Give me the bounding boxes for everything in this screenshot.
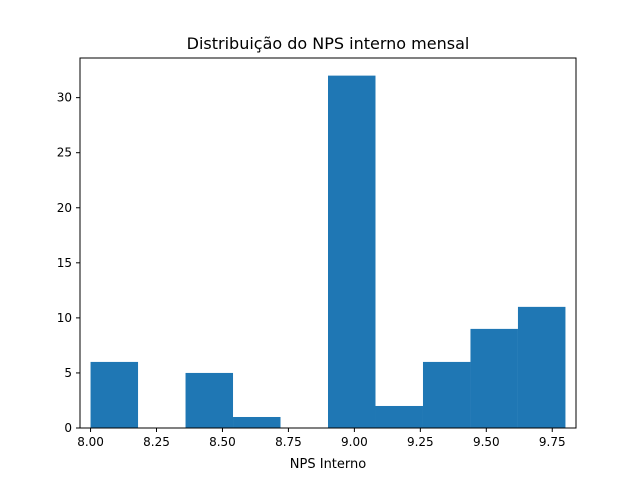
histogram-bar	[470, 328, 518, 428]
x-tick-label: 8.50	[209, 435, 236, 449]
y-tick-label: 20	[57, 201, 72, 215]
x-tick-label: 9.75	[539, 435, 566, 449]
histogram-bar	[185, 372, 234, 428]
histogram-bar	[328, 75, 376, 428]
x-tick-label: 9.00	[341, 435, 368, 449]
y-tick-label: 25	[57, 146, 72, 160]
y-tick-label: 30	[57, 91, 72, 105]
x-axis-label: NPS Interno	[290, 457, 366, 472]
x-tick-label: 9.50	[473, 435, 500, 449]
y-axis: 0 5 10 15 20 25 30	[57, 91, 80, 435]
y-tick-label: 5	[64, 366, 72, 380]
histogram-bar	[90, 361, 139, 428]
histogram-bar	[422, 361, 471, 428]
y-tick-label: 10	[57, 311, 72, 325]
x-tick-label: 9.25	[407, 435, 434, 449]
histogram-bar	[375, 405, 423, 428]
y-tick-label: 15	[57, 256, 72, 270]
x-axis: 8.00 8.25 8.50 8.75 9.00 9.25 9.50 9.75	[77, 428, 566, 449]
x-tick-label: 8.25	[143, 435, 170, 449]
x-tick-label: 8.75	[275, 435, 302, 449]
chart-title: Distribuição do NPS interno mensal	[187, 34, 470, 53]
y-tick-label: 0	[64, 421, 72, 435]
x-tick-label: 8.00	[77, 435, 104, 449]
bars-group	[90, 75, 566, 428]
histogram-bar	[517, 306, 566, 428]
plot-frame	[79, 57, 577, 429]
histogram-bar	[233, 416, 281, 428]
